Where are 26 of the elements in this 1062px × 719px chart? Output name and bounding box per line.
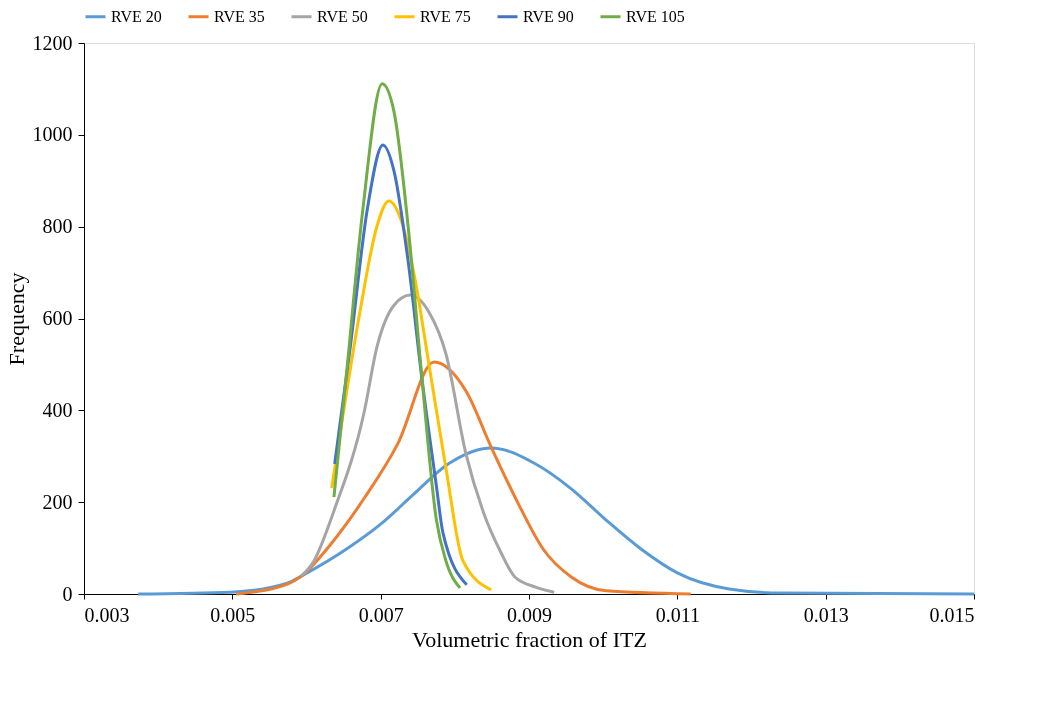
- x-tick-label: 0.011: [655, 603, 700, 626]
- y-tick-label: 1000: [32, 123, 73, 146]
- y-tick-label: 800: [42, 215, 73, 238]
- legend-label: RVE 50: [317, 7, 368, 25]
- legend-label: RVE 20: [111, 7, 162, 25]
- legend-label: RVE 105: [626, 7, 685, 25]
- y-axis-title: Frequency: [3, 272, 29, 366]
- x-axis-title: Volumetric fraction of ITZ: [412, 626, 647, 652]
- line-series: [136, 446, 976, 596]
- legend-label: RVE 35: [214, 7, 265, 25]
- line-series: [332, 82, 462, 590]
- y-tick-label: 200: [42, 490, 73, 513]
- y-tick-label: 600: [42, 307, 73, 329]
- y-tick-label: 400: [42, 398, 73, 421]
- legend-label: RVE 90: [523, 7, 574, 25]
- x-tick-label: 0.013: [803, 603, 849, 626]
- x-tick-label: 0.005: [210, 603, 256, 626]
- x-tick-label: 0.003: [84, 603, 130, 626]
- y-tick-label: 0: [62, 582, 73, 605]
- line-series: [299, 293, 556, 594]
- legend-label: RVE 75: [420, 7, 471, 25]
- x-tick-label: 0.009: [507, 603, 552, 626]
- x-tick-label: 0.015: [929, 603, 975, 626]
- x-tick-label: 0.007: [358, 603, 404, 626]
- line-series: [234, 360, 693, 596]
- y-tick-label: 1200: [32, 31, 73, 54]
